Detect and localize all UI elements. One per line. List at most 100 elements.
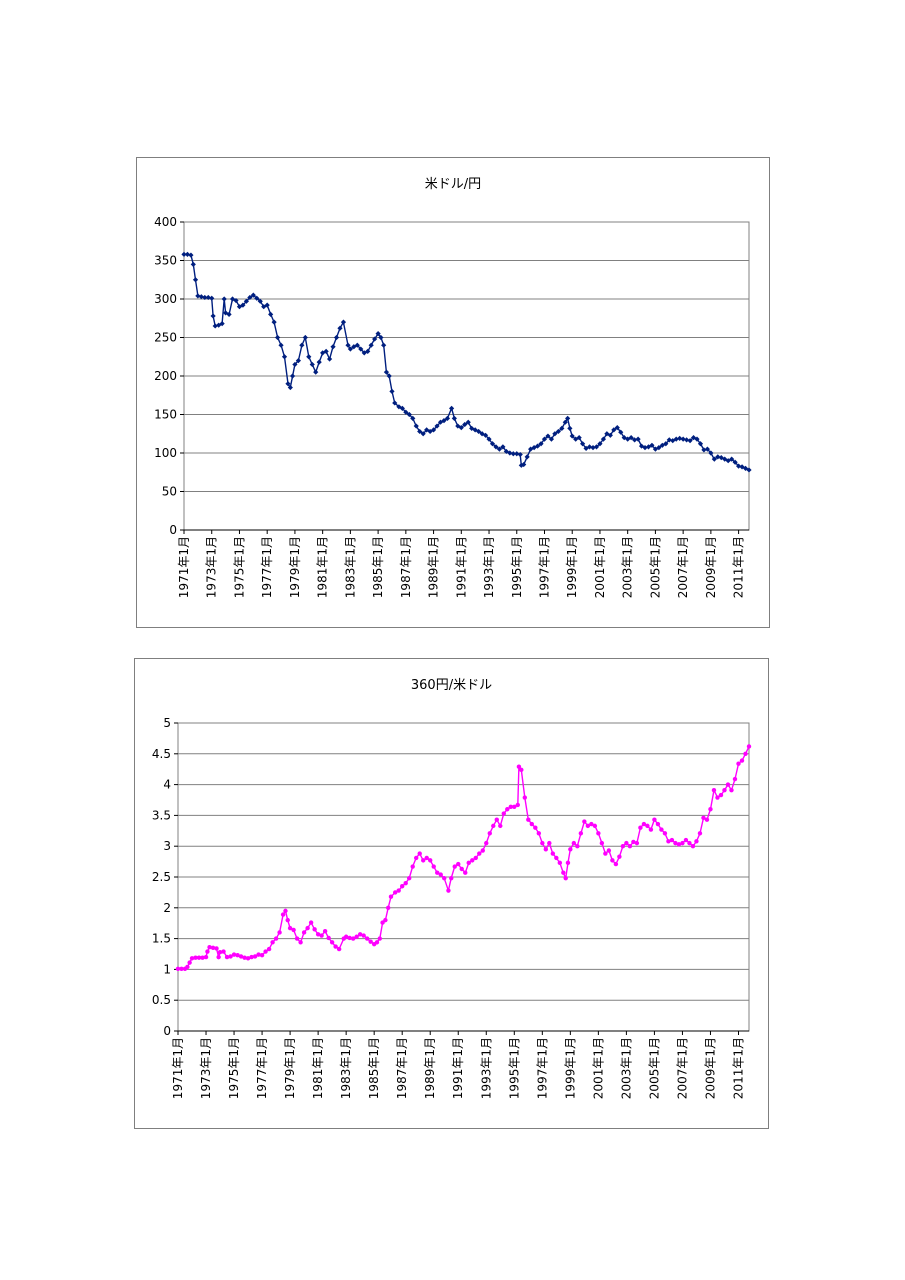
data-point [580,441,586,447]
x-tick-label: 2005年1月 [648,536,662,598]
x-tick-label: 2009年1月 [704,536,718,598]
data-point [277,930,282,935]
data-point [424,427,430,433]
data-point [543,847,549,852]
data-point [231,952,237,957]
data-point [521,461,527,468]
data-point [569,433,575,439]
data-point [287,384,293,391]
data-point [559,425,565,431]
data-point [512,804,517,809]
data-point [596,831,601,836]
jpy-ratio-plot: 0 0.5 1 1.5 2 2.5 3 3.5 4 4.5 5 1971年1月 1973年1月 1975年… [152,716,752,1099]
data-point [381,342,387,348]
data-point [742,465,749,471]
data-point [507,450,513,456]
data-point [641,821,647,827]
y-tick-label: 150 [154,408,177,422]
data-point [550,851,556,856]
data-point [573,436,579,442]
data-point [330,344,336,350]
y-tick-label: 3.5 [152,808,171,822]
data-point [505,807,510,812]
data-point [599,840,605,846]
data-point [635,436,641,442]
data-point [690,435,697,441]
data-point [179,966,184,971]
data-point [725,458,731,464]
x-tick-label: 1971年1月 [177,536,191,598]
data-point [555,428,561,435]
data-point [368,939,373,944]
data-point [196,955,202,960]
data-point [399,884,405,889]
y-tick-label: 2.5 [152,870,171,884]
data-point [207,945,212,950]
x-tick-label: 2003年1月 [621,536,635,598]
data-point [715,795,720,800]
data-point [603,851,608,856]
data-point [249,954,254,960]
data-point [517,451,523,458]
data-point [357,932,363,937]
data-point [477,851,482,856]
data-point [458,424,464,431]
x-tick-label: 2011年1月 [732,536,746,598]
data-point [489,441,496,447]
x-tick-label: 1987年1月 [395,1037,409,1099]
data-point [533,825,538,830]
data-point [673,436,679,442]
data-point [459,866,464,872]
data-point [184,251,191,257]
x-tick-label: 2005年1月 [647,1037,661,1099]
data-point [516,764,522,769]
x-tick-label: 1981年1月 [316,536,330,598]
x-tick-label: 1973年1月 [205,536,219,598]
data-point [280,912,286,917]
data-point [424,855,429,861]
data-point [473,855,478,861]
data-point [494,817,499,822]
data-point [245,956,251,961]
data-point [501,811,506,816]
data-point [715,454,721,460]
data-point [552,431,558,437]
data-point [417,428,423,435]
data-point [407,876,412,881]
data-point [456,861,461,867]
data-point [620,844,626,849]
data-point [597,441,603,447]
data-point [287,925,293,931]
data-point [493,444,499,450]
x-tick-label: 1985年1月 [371,536,385,598]
data-point [687,438,693,444]
y-tick-label: 3 [163,839,171,853]
data-point [571,840,577,846]
jpy-ratio-chart: 360円/米ドル 0 0.5 1 1.5 2 2.5 3 3.5 4 4.5 5 1971年1月 197… [134,658,769,1129]
y-tick-label: 4 [163,778,171,792]
data-point [242,955,247,960]
data-point [414,855,419,861]
data-point [554,855,559,861]
data-point [557,860,563,866]
data-point [592,823,598,829]
data-point [704,817,710,822]
data-point [487,831,492,836]
y-tick-label: 0.5 [152,993,171,1007]
data-point [396,404,402,410]
data-point [289,373,296,379]
x-tick-label: 1975年1月 [232,536,246,598]
data-point [627,844,633,849]
data-point [306,354,312,360]
data-point [347,346,353,352]
data-point [666,437,672,443]
data-point [576,435,582,441]
data-point [500,444,506,450]
data-point [187,960,192,965]
data-point [524,454,530,460]
data-point [266,946,272,952]
data-point [725,782,731,787]
data-point [548,436,555,442]
data-point [510,451,516,457]
data-point [377,936,382,941]
